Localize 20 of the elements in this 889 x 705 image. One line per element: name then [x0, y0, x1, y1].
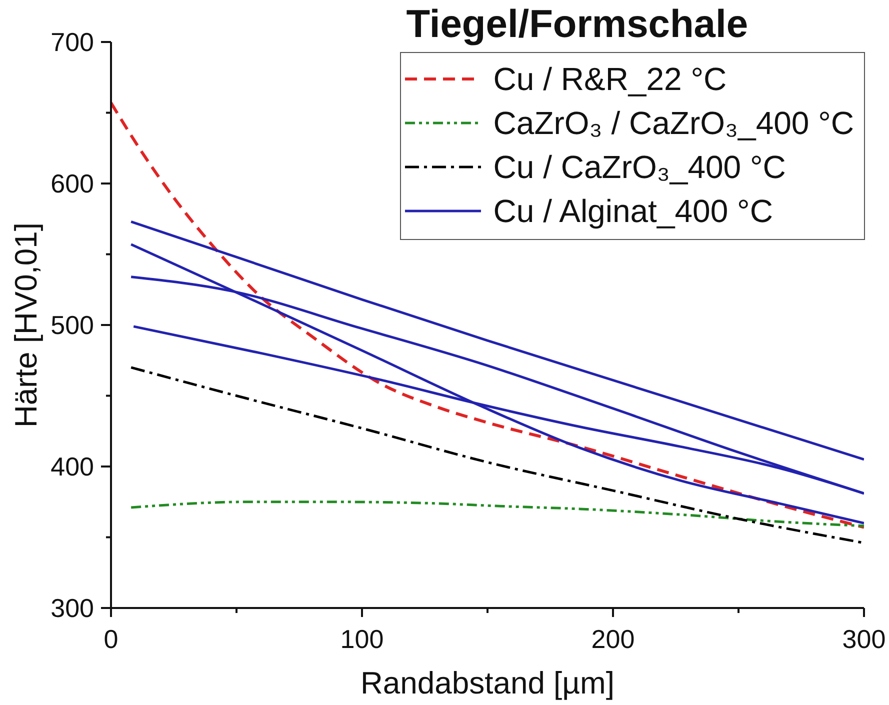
legend-label: Cu / R&R_22 °C: [493, 60, 727, 98]
line-series: [130, 243, 864, 524]
y-tick-label: 400: [50, 452, 94, 482]
y-axis-title: Härte [HV0,01]: [8, 222, 44, 428]
x-axis-title: Randabstand [µm]: [360, 666, 614, 700]
legend-label: Cu / Alginat_400 °C: [493, 192, 773, 230]
legend-title: Tiegel/Formschale: [405, 2, 750, 48]
line-series: [130, 366, 864, 544]
x-tick-label: 0: [104, 624, 118, 654]
y-tick-label: 300: [50, 593, 94, 623]
y-tick-label: 500: [50, 310, 94, 340]
line-series: [111, 101, 864, 529]
y-tick-label: 700: [50, 27, 94, 57]
x-tick-label: 200: [591, 624, 635, 654]
y-tick-label: 600: [50, 168, 94, 198]
x-tick-label: 300: [842, 624, 886, 654]
legend-label: Cu / CaZrO₃_400 °C: [493, 148, 786, 186]
x-tick-label: 100: [340, 624, 384, 654]
line-series: [130, 500, 864, 528]
legend-label: CaZrO₃ / CaZrO₃_400 °C: [493, 104, 854, 142]
